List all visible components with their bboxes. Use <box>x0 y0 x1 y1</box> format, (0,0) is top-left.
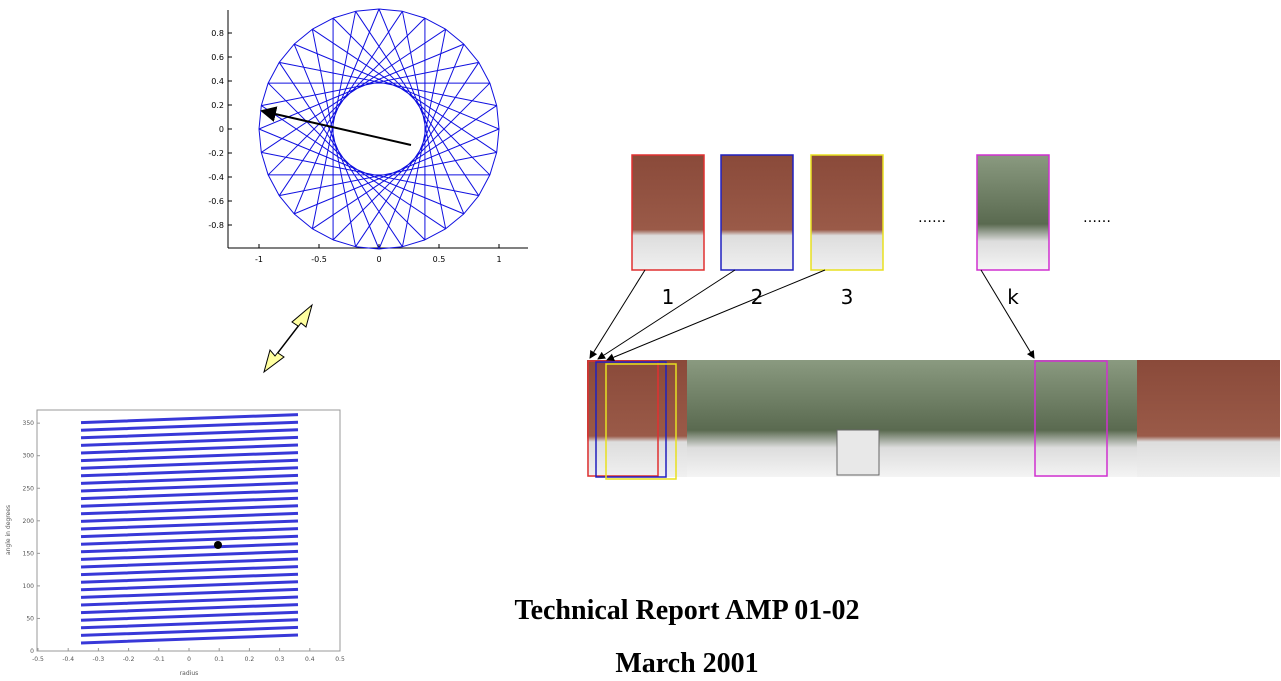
y-tick-label: 0.8 <box>211 29 224 38</box>
x-tick-label: 0.5 <box>335 656 345 663</box>
y-tick-label: 350 <box>23 420 35 427</box>
y-tick-label: 150 <box>23 550 35 557</box>
y-tick-label: -0.2 <box>208 149 224 158</box>
x-tick-label: 0.4 <box>305 656 315 663</box>
x-tick-label: 0.5 <box>433 255 446 264</box>
frame-label: 2 <box>751 285 764 309</box>
x-tick-label: -0.3 <box>93 656 105 663</box>
arrow <box>607 270 825 360</box>
x-tick-label: 0 <box>376 255 381 264</box>
ellipsis: …… <box>1083 210 1111 226</box>
x-axis-label: radius <box>180 670 199 677</box>
y-tick-label: -0.8 <box>208 221 224 230</box>
y-tick-label: -0.6 <box>208 197 224 206</box>
y-tick-label: 100 <box>23 583 35 590</box>
arrow <box>598 270 735 359</box>
report-date: March 2001 <box>615 648 758 679</box>
frame-label: k <box>1007 285 1019 309</box>
y-tick-label: 0.2 <box>211 101 224 110</box>
x-tick-label: -0.4 <box>62 656 74 663</box>
frame-label: 3 <box>841 285 854 309</box>
panorama-part <box>587 360 687 477</box>
report-title: Technical Report AMP 01-02 <box>514 595 859 626</box>
x-tick-label: 0.1 <box>214 656 224 663</box>
page: -1-0.500.510.80.60.40.20-0.2-0.4-0.6-0.8… <box>0 0 1281 681</box>
panorama-part <box>1137 360 1280 477</box>
y-tick-label: 0 <box>219 125 224 134</box>
y-axis-label: angle in degrees <box>5 505 12 555</box>
x-tick-label: 0 <box>187 656 191 663</box>
y-tick-label: 0.6 <box>211 53 224 62</box>
y-tick-label: 0 <box>30 648 34 655</box>
x-tick-label: -1 <box>255 255 263 264</box>
arrow <box>590 270 645 358</box>
y-tick-label: 50 <box>26 615 34 622</box>
panorama-part <box>1027 360 1137 477</box>
x-tick-label: -0.5 <box>311 255 327 264</box>
ray-pattern <box>259 9 499 249</box>
frame-label: 1 <box>662 285 675 309</box>
x-tick-label: -0.5 <box>32 656 44 663</box>
x-tick-label: 0.3 <box>275 656 285 663</box>
y-tick-label: -0.4 <box>208 173 224 182</box>
y-tick-label: 0.4 <box>211 77 224 86</box>
figure: -1-0.500.510.80.60.40.20-0.2-0.4-0.6-0.8… <box>0 0 1281 681</box>
sample-point <box>214 541 222 549</box>
frame <box>811 155 883 270</box>
y-tick-label: 200 <box>23 518 35 525</box>
ellipsis: …… <box>918 210 946 226</box>
frame <box>977 155 1049 270</box>
x-tick-label: -0.1 <box>153 656 165 663</box>
sign <box>837 430 879 475</box>
x-tick-label: -0.2 <box>123 656 135 663</box>
arrow <box>981 270 1034 358</box>
y-tick-label: 300 <box>23 453 35 460</box>
y-tick-label: 250 <box>23 485 35 492</box>
sample-lines <box>81 415 298 643</box>
frame <box>632 155 704 270</box>
x-tick-label: 0.2 <box>245 656 255 663</box>
frame <box>721 155 793 270</box>
x-tick-label: 1 <box>496 255 501 264</box>
double-arrow <box>264 305 312 372</box>
